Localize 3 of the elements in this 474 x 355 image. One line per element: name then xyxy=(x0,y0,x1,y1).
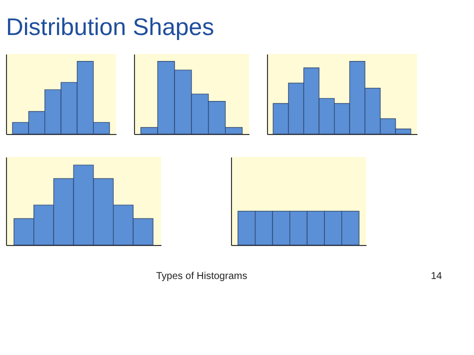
chart-title: Distribution Shapes xyxy=(6,14,214,41)
text: Types of Histograms xyxy=(156,271,248,282)
text: 14 xyxy=(430,271,442,282)
